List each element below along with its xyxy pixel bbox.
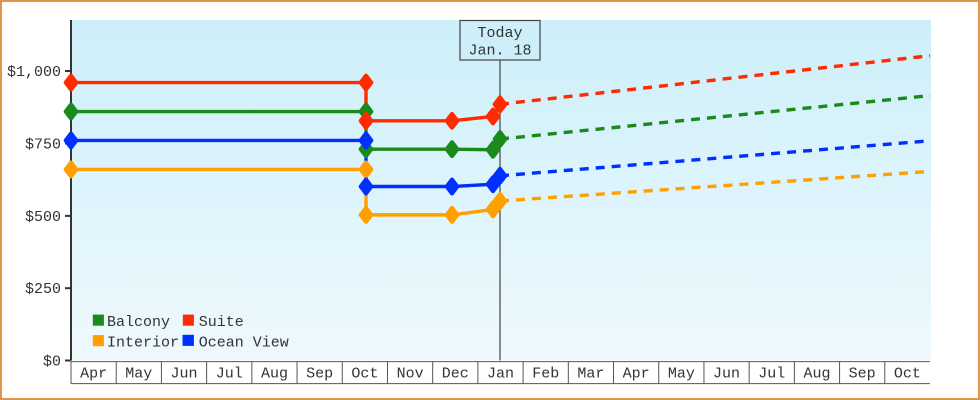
svg-text:$500: $500 [25,209,61,226]
svg-text:Today: Today [477,25,522,42]
svg-text:$0: $0 [43,354,61,371]
svg-text:$750: $750 [25,137,61,154]
svg-text:Jan: Jan [487,366,514,383]
svg-text:Oct: Oct [894,366,921,383]
svg-text:Sep: Sep [849,366,876,383]
svg-text:Apr: Apr [80,366,107,383]
svg-text:Aug: Aug [803,366,830,383]
svg-text:Aug: Aug [261,366,288,383]
svg-text:Jun: Jun [171,366,198,383]
svg-text:Jun: Jun [713,366,740,383]
svg-text:Dec: Dec [442,366,469,383]
svg-text:May: May [125,366,152,383]
svg-text:Mar: Mar [577,366,604,383]
svg-text:Suite: Suite [199,314,244,331]
svg-text:Jan. 18: Jan. 18 [468,43,531,60]
svg-text:Apr: Apr [623,366,650,383]
svg-text:Oct: Oct [351,366,378,383]
svg-text:Jul: Jul [758,366,785,383]
svg-text:Balcony: Balcony [107,314,170,331]
svg-text:$250: $250 [25,281,61,298]
svg-text:Sep: Sep [306,366,333,383]
svg-text:Ocean View: Ocean View [199,334,289,351]
svg-text:Nov: Nov [397,366,424,383]
svg-text:$1,000: $1,000 [7,64,61,81]
svg-text:Feb: Feb [532,366,559,383]
svg-text:Interior: Interior [107,334,179,351]
svg-text:Jul: Jul [216,366,243,383]
svg-text:May: May [668,366,695,383]
